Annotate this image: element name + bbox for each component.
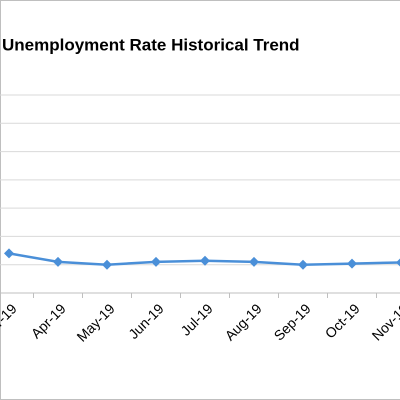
marker	[4, 248, 14, 259]
marker	[396, 258, 400, 267]
marker	[151, 256, 161, 267]
marker	[298, 259, 308, 270]
marker	[249, 256, 259, 267]
chart-title: Unemployment Rate Historical Trend	[2, 35, 300, 54]
marker	[347, 258, 357, 269]
marker	[102, 259, 112, 270]
marker	[200, 255, 210, 266]
marker	[53, 256, 63, 267]
